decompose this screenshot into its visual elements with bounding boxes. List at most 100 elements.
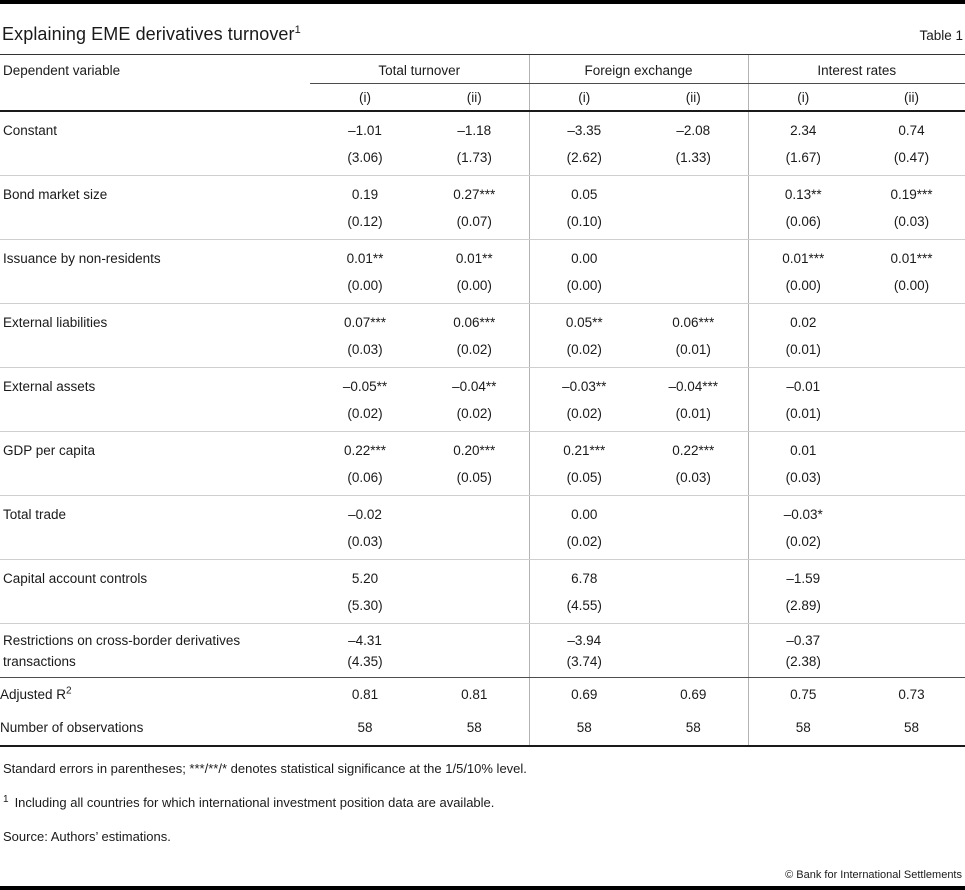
summary-value: 0.69 bbox=[528, 677, 640, 711]
standard-error: (0.02) bbox=[566, 342, 602, 357]
standard-error bbox=[639, 272, 748, 299]
standard-error: (2.62) bbox=[566, 150, 602, 165]
coef-cell: –0.05** (0.02) bbox=[310, 367, 420, 432]
regression-table: Dependent variable Total turnover Foreig… bbox=[0, 55, 965, 747]
coef-cell: 0.01** (0.00) bbox=[420, 239, 530, 304]
table-row: External assets –0.05** (0.02) –0.04** (0.02… bbox=[0, 367, 965, 432]
coef-cell bbox=[639, 175, 749, 240]
coef-cell: 0.74 (0.47) bbox=[858, 111, 965, 176]
coefficient-value: 0.01*** bbox=[890, 251, 933, 266]
coefficient-value: 0.01** bbox=[455, 251, 493, 266]
standard-error: (0.03) bbox=[347, 342, 383, 357]
bottom-rule bbox=[0, 886, 965, 890]
coef-cell bbox=[858, 495, 965, 560]
standard-error: (0.00) bbox=[566, 278, 602, 293]
coefficient-value: 0.06*** bbox=[672, 315, 715, 330]
coefficient-value: 0.13** bbox=[784, 187, 822, 202]
standard-error: (0.02) bbox=[456, 406, 492, 421]
coefficient-value: 0.19*** bbox=[890, 187, 933, 202]
coef-cell: 0.06*** (0.01) bbox=[639, 303, 749, 368]
row-label: Total trade bbox=[0, 495, 310, 560]
coefficient-value: –0.04*** bbox=[668, 379, 719, 394]
footnote-text: Including all countries for which intern… bbox=[14, 795, 495, 810]
row-label: External assets bbox=[0, 367, 310, 432]
row-label: Bond market size bbox=[0, 175, 310, 240]
coefficient-value: –0.05** bbox=[342, 379, 388, 394]
coefficient-value bbox=[639, 565, 748, 592]
coefficient-value: 0.00 bbox=[571, 507, 598, 522]
coefficient-value: –0.04** bbox=[452, 379, 497, 394]
row-label: GDP per capita bbox=[0, 431, 310, 496]
standard-error: (0.02) bbox=[347, 406, 383, 421]
note-significance: Standard errors in parentheses; ***/**/*… bbox=[3, 761, 527, 776]
coef-cell bbox=[639, 559, 749, 624]
page-title: Explaining EME derivatives turnover1 bbox=[2, 24, 301, 45]
standard-error: (1.73) bbox=[456, 150, 492, 165]
row-label: Issuance by non-residents bbox=[0, 239, 310, 304]
col-group-interest-rates: Interest rates bbox=[747, 55, 965, 84]
coefficient-value: 2.34 bbox=[790, 123, 817, 138]
coef-cell: 0.00 (0.00) bbox=[528, 239, 640, 304]
coefficient-value bbox=[858, 309, 965, 336]
standard-error: (2.38) bbox=[785, 654, 821, 669]
standard-error: (1.67) bbox=[785, 150, 821, 165]
summary-value: 58 bbox=[858, 711, 965, 747]
table-row: Bond market size 0.19 (0.12) 0.27*** (0.07) 0… bbox=[0, 175, 965, 240]
row-label: External liabilities bbox=[0, 303, 310, 368]
coefficient-value: –4.31 bbox=[348, 633, 382, 648]
coef-cell: 0.01 (0.03) bbox=[747, 431, 859, 496]
coef-cell: 0.01** (0.00) bbox=[310, 239, 420, 304]
standard-error: (0.01) bbox=[675, 406, 711, 421]
standard-error: (0.47) bbox=[893, 150, 930, 165]
coefficient-value: 0.01** bbox=[346, 251, 384, 266]
footnote-marker: 1 bbox=[3, 793, 9, 805]
standard-error bbox=[639, 592, 748, 619]
coefficient-value: 0.00 bbox=[571, 251, 598, 266]
coef-cell: 0.07*** (0.03) bbox=[310, 303, 420, 368]
coef-cell bbox=[858, 367, 965, 432]
page-title-text: Explaining EME derivatives turnover bbox=[2, 24, 295, 44]
subcol-header-fx-i: (i) bbox=[528, 83, 640, 112]
coef-cell: 0.20*** (0.05) bbox=[420, 431, 530, 496]
coef-cell: 0.01*** (0.00) bbox=[858, 239, 965, 304]
coef-cell bbox=[639, 495, 749, 560]
coef-cell: –0.37 (2.38) bbox=[747, 623, 859, 678]
summary-value: 0.81 bbox=[351, 687, 379, 702]
coef-cell bbox=[858, 431, 965, 496]
summary-value: 0.81 bbox=[461, 687, 488, 702]
summary-value: 0.69 bbox=[680, 687, 707, 702]
coefficient-value: –0.03** bbox=[562, 379, 607, 394]
standard-error bbox=[858, 651, 965, 672]
coef-cell bbox=[420, 623, 530, 678]
note-source: Source: Authors’ estimations. bbox=[3, 829, 171, 844]
label-superscript: 2 bbox=[66, 685, 72, 697]
standard-error bbox=[420, 592, 529, 619]
coefficient-value bbox=[858, 630, 965, 651]
standard-error: (0.02) bbox=[566, 406, 602, 421]
coef-cell: –0.04** (0.02) bbox=[420, 367, 530, 432]
summary-row: Number of observations 58 58 58 58 58 58 bbox=[0, 711, 965, 747]
summary-value: 58 bbox=[310, 711, 420, 747]
table-row: External liabilities 0.07*** (0.03) 0.06***… bbox=[0, 303, 965, 368]
coefficient-value: 0.01*** bbox=[782, 251, 825, 266]
summary-row: Adjusted R2 0.81 0.81 0.69 0.69 0.75 0.73 bbox=[0, 677, 965, 711]
col-header-dependent-variable: Dependent variable bbox=[3, 63, 121, 79]
coefficient-value: 0.07*** bbox=[343, 315, 387, 330]
subcol-header-tt-i: (i) bbox=[310, 83, 420, 112]
summary-value: 58 bbox=[639, 711, 749, 747]
standard-error: (4.35) bbox=[347, 654, 383, 669]
coef-cell: –0.03** (0.02) bbox=[528, 367, 640, 432]
coef-cell bbox=[858, 623, 965, 678]
subcolumn-header-row: (i) (ii) (i) (ii) (i) (ii) bbox=[0, 83, 965, 112]
coef-cell: 0.06*** (0.02) bbox=[420, 303, 530, 368]
group-header-row: Dependent variable Total turnover Foreig… bbox=[0, 55, 965, 84]
coefficient-value bbox=[420, 501, 529, 528]
summary-value: 58 bbox=[528, 711, 640, 747]
coefficient-value bbox=[639, 630, 748, 651]
table-row: GDP per capita 0.22*** (0.06) 0.20*** (0.05)… bbox=[0, 431, 965, 496]
coefficient-value bbox=[639, 245, 748, 272]
coef-cell: 0.19*** (0.03) bbox=[858, 175, 965, 240]
coef-cell: 0.05** (0.02) bbox=[528, 303, 640, 368]
standard-error: (0.01) bbox=[785, 406, 821, 421]
row-label: Restrictions on cross-border derivatives… bbox=[0, 623, 310, 678]
